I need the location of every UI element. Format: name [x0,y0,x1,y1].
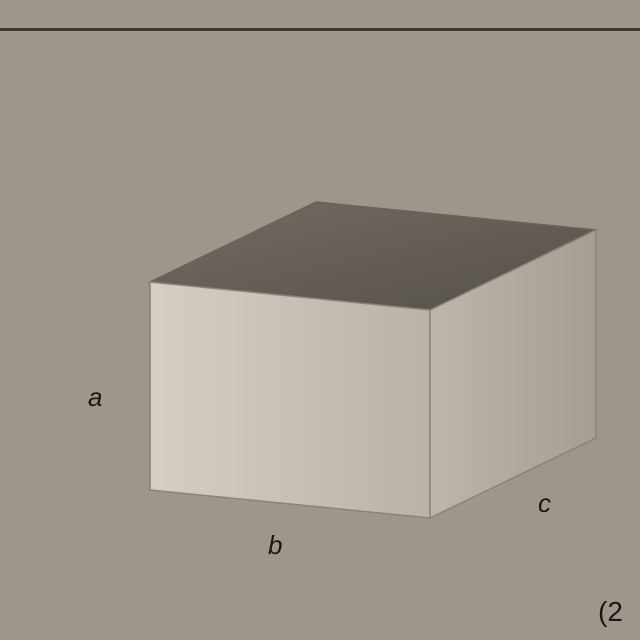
page: a b c (2 [0,0,640,640]
label-a: a [88,382,102,413]
cuboid-front-face [150,282,430,518]
question-number: (2 [598,596,623,628]
label-c: c [538,488,551,519]
cuboid-diagram [0,0,640,640]
label-b: b [268,530,282,561]
